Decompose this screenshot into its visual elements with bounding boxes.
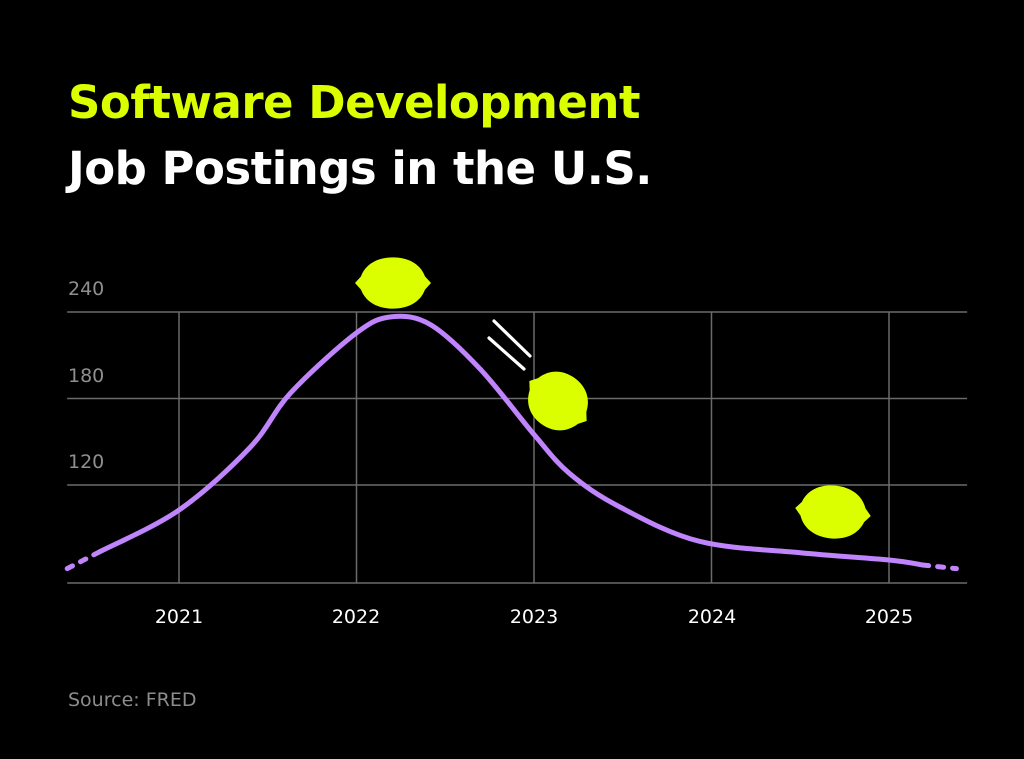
lemon-icon (795, 485, 871, 539)
lemon-icon (528, 371, 588, 431)
y-tick-label: 240 (68, 278, 104, 300)
chart-subtitle: Job Postings in the U.S. (68, 142, 652, 195)
decorations (355, 257, 871, 539)
grid (67, 311, 968, 584)
x-tick-label: 2025 (865, 606, 913, 628)
x-tick-label: 2021 (155, 606, 203, 628)
y-tick-label: 180 (68, 365, 104, 387)
y-tick-label: 120 (68, 451, 104, 473)
chart-title: Software Development (68, 76, 640, 129)
y-axis-labels: 240 180 120 (68, 278, 104, 473)
x-tick-label: 2022 (332, 606, 380, 628)
motion-lines-icon (487, 319, 532, 371)
source-note: Source: FRED (68, 689, 197, 711)
dashed-extension-end (920, 562, 959, 572)
dashed-extension-start (64, 549, 102, 572)
series-line (96, 313, 926, 568)
x-tick-label: 2024 (688, 606, 736, 628)
series-group (64, 313, 959, 572)
x-axis-labels: 2021 2022 2023 2024 2025 (155, 606, 913, 628)
lemon-icon (355, 257, 431, 309)
x-tick-label: 2023 (510, 606, 558, 628)
